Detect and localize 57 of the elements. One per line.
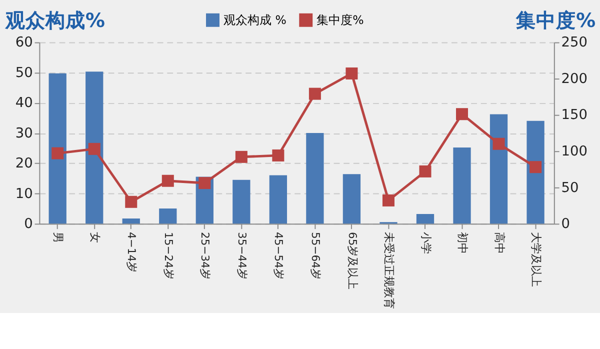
point	[346, 67, 358, 80]
y-tick-label: 30	[15, 125, 33, 142]
bar	[232, 180, 250, 224]
x-tick-label: 未受过正规教育	[382, 232, 396, 309]
point	[382, 194, 394, 206]
bar	[122, 218, 140, 224]
bar	[416, 214, 434, 224]
point	[456, 108, 468, 120]
point	[198, 177, 211, 190]
x-tick-label: 15−24岁	[162, 232, 175, 280]
bar	[48, 73, 66, 224]
x-tick-label: 65岁及以上	[346, 232, 359, 290]
x-tick-label: 小学	[419, 232, 432, 254]
bar	[526, 120, 544, 224]
y-tick-label: 0	[24, 216, 33, 232]
point	[52, 147, 64, 160]
bar	[453, 147, 471, 224]
x-tick-label: 45−54岁	[272, 232, 286, 280]
bar	[342, 174, 361, 224]
y2-tick-label: 150	[561, 107, 588, 124]
point	[272, 149, 284, 162]
x-tick-label: 大学及以上	[530, 232, 543, 287]
y-tick-label: 50	[15, 64, 33, 81]
x-tick-label: 初中	[456, 232, 470, 254]
y-tick-label: 60	[15, 34, 33, 51]
x-tick-label: 25−34岁	[198, 232, 212, 280]
y2-tick-label: 50	[561, 180, 579, 196]
x-tick-label: 35−44岁	[235, 232, 248, 280]
point	[235, 150, 248, 163]
point	[88, 142, 100, 155]
y-tick-label: 20	[15, 156, 33, 172]
point	[419, 165, 432, 178]
point	[162, 174, 174, 187]
y-axis-title: 观众构成%	[4, 9, 106, 32]
y2-tick-label: 0	[561, 216, 570, 232]
bar	[86, 72, 104, 224]
legend-label: 集中度%	[316, 13, 364, 28]
bar	[490, 114, 508, 224]
legend-label: 观众构成 %	[224, 13, 286, 28]
y2-tick-label: 250	[561, 34, 588, 51]
y2-tick-label: 100	[561, 144, 588, 160]
point	[492, 138, 505, 150]
x-tick-label: 女	[88, 232, 102, 243]
y-tick-label: 40	[15, 95, 33, 112]
point	[530, 161, 542, 174]
x-tick-label: 55−64岁	[309, 232, 322, 280]
point	[125, 196, 138, 208]
bar	[306, 132, 324, 224]
bar	[159, 208, 177, 224]
x-tick-label: 4−14岁	[125, 232, 138, 273]
point	[308, 88, 321, 100]
y2-axis-title: 集中度%	[514, 9, 596, 32]
y-tick-label: 10	[15, 186, 33, 202]
x-tick-label: 男	[52, 232, 65, 243]
bar	[269, 175, 288, 224]
y2-tick-label: 200	[561, 70, 588, 87]
x-tick-label: 高中	[492, 232, 506, 254]
